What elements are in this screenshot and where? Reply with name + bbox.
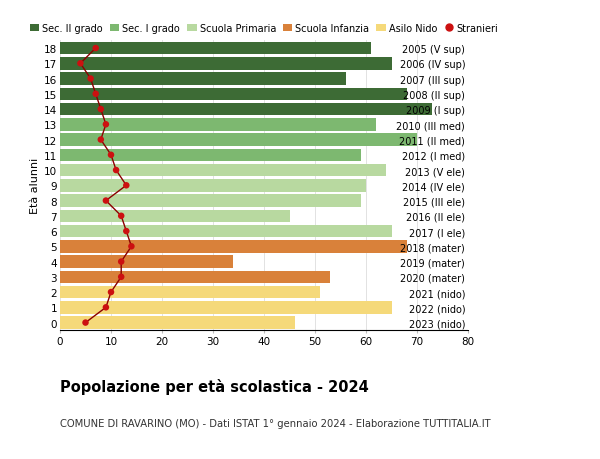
- Point: [86, 76, 95, 83]
- Point: [76, 61, 85, 68]
- Bar: [60, 195, 361, 207]
- Point: [91, 91, 101, 98]
- Point: [106, 152, 116, 159]
- Bar: [60, 256, 233, 268]
- Point: [121, 182, 131, 190]
- Point: [101, 121, 111, 129]
- Point: [127, 243, 136, 251]
- Point: [112, 167, 121, 174]
- Bar: [60, 302, 392, 314]
- Bar: [60, 225, 392, 238]
- Text: COMUNE DI RAVARINO (MO) - Dati ISTAT 1° gennaio 2024 - Elaborazione TUTTITALIA.I: COMUNE DI RAVARINO (MO) - Dati ISTAT 1° …: [60, 418, 491, 428]
- Bar: [60, 164, 386, 177]
- Point: [96, 106, 106, 113]
- Point: [101, 304, 111, 311]
- Point: [116, 258, 126, 266]
- Bar: [60, 58, 392, 70]
- Bar: [60, 43, 371, 55]
- Point: [96, 137, 106, 144]
- Bar: [60, 286, 320, 299]
- Bar: [60, 210, 290, 223]
- Bar: [60, 241, 407, 253]
- Bar: [60, 119, 376, 131]
- Bar: [60, 134, 417, 146]
- Point: [80, 319, 91, 326]
- Bar: [60, 88, 407, 101]
- Legend: Sec. II grado, Sec. I grado, Scuola Primaria, Scuola Infanzia, Asilo Nido, Stran: Sec. II grado, Sec. I grado, Scuola Prim…: [29, 23, 499, 34]
- Bar: [60, 271, 331, 284]
- Bar: [60, 179, 366, 192]
- Bar: [60, 317, 295, 329]
- Point: [121, 228, 131, 235]
- Bar: [60, 149, 361, 162]
- Point: [116, 274, 126, 281]
- Point: [101, 197, 111, 205]
- Point: [91, 45, 101, 53]
- Text: Anni di nascita: Anni di nascita: [597, 145, 600, 227]
- Y-axis label: Età alunni: Età alunni: [30, 158, 40, 214]
- Point: [116, 213, 126, 220]
- Bar: [60, 104, 432, 116]
- Point: [106, 289, 116, 296]
- Text: Popolazione per età scolastica - 2024: Popolazione per età scolastica - 2024: [60, 379, 369, 395]
- Bar: [60, 73, 346, 85]
